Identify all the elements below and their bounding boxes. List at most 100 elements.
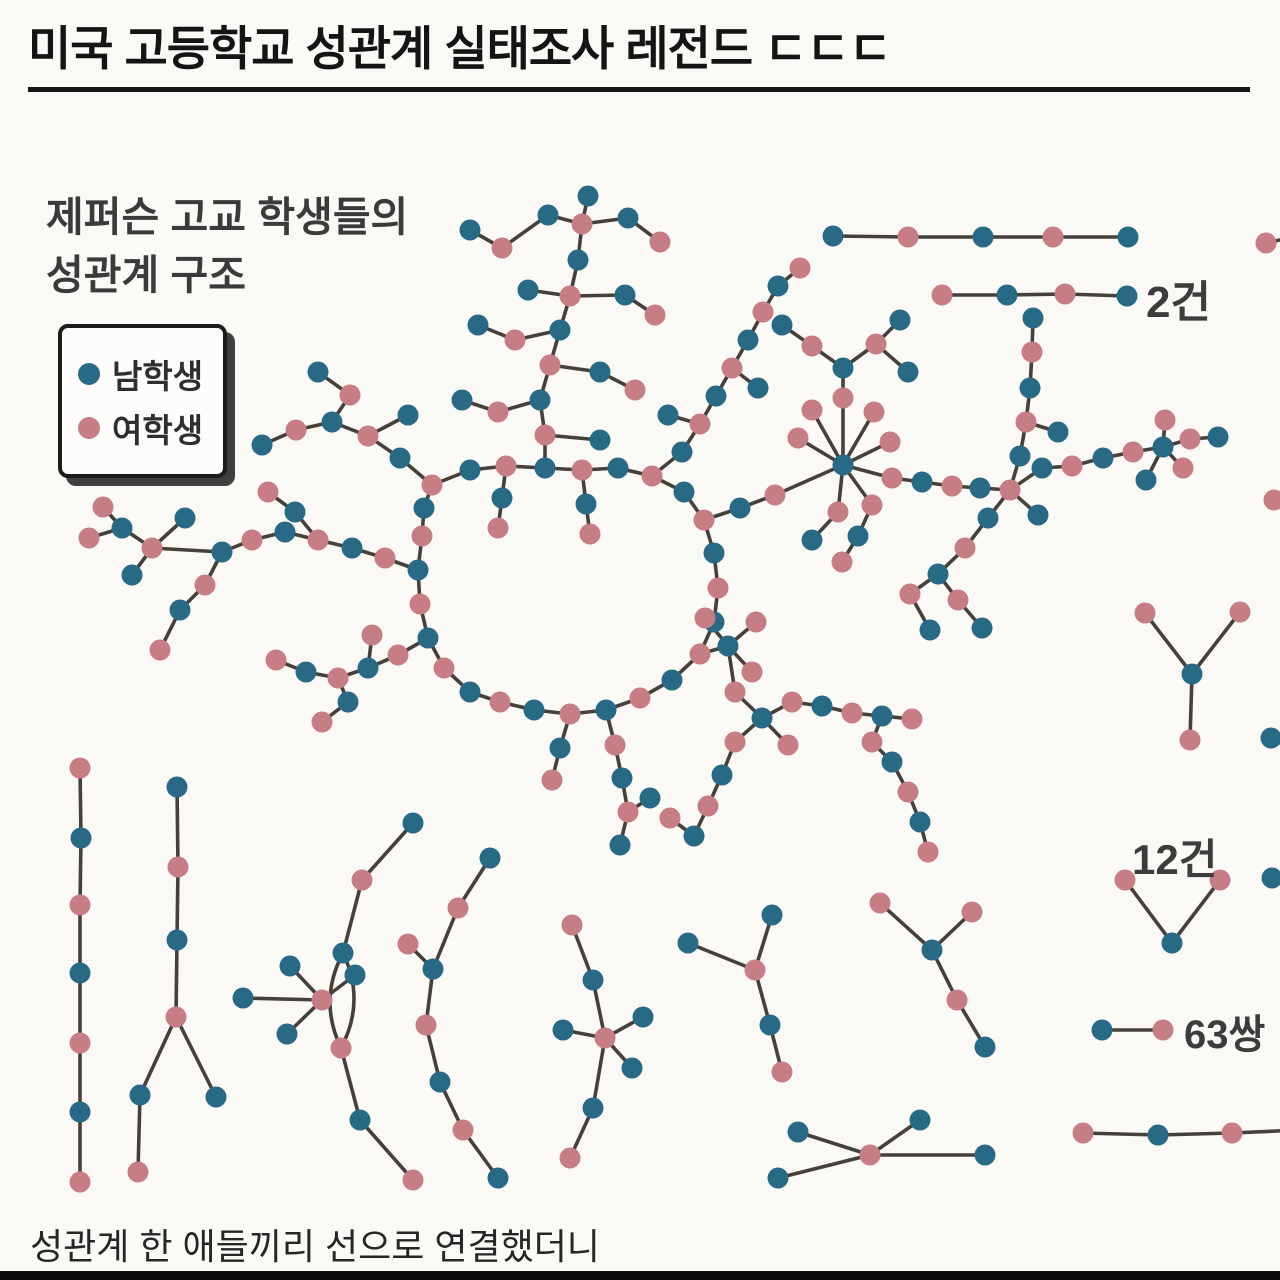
female-student-node: [539, 354, 561, 376]
male-student-node: [1181, 663, 1203, 685]
male-student-node: [337, 691, 359, 713]
relationship-edge: [686, 941, 757, 972]
male-student-node: [582, 969, 604, 991]
male-student-node: [537, 204, 559, 226]
male-student-node: [276, 1023, 298, 1045]
male-student-node: [349, 1109, 371, 1131]
male-student-node: [974, 1144, 996, 1166]
male-student-node: [611, 767, 633, 789]
female-student-node: [265, 649, 287, 671]
female-student-node: [415, 1014, 437, 1036]
male-student-node: [761, 904, 783, 926]
legend-item-male: 남학생: [78, 350, 203, 398]
subtitle-line-1: 제퍼슨 고교 학생들의: [46, 194, 409, 240]
male-student-node: [459, 681, 481, 703]
relationship-edge: [150, 546, 224, 554]
relationship-edge: [1230, 1129, 1280, 1135]
male-student-node: [673, 481, 695, 503]
female-student-node: [1172, 457, 1194, 479]
female-student-node: [1061, 455, 1083, 477]
male-student-node: [767, 1167, 789, 1189]
relationship-edge: [591, 1036, 607, 1110]
male-student-node: [251, 434, 273, 456]
female-student-node: [1152, 1019, 1174, 1041]
male-student-node: [787, 1121, 809, 1143]
male-student-node: [479, 847, 501, 869]
male-student-node: [847, 525, 869, 547]
female-student-node: [452, 1119, 474, 1141]
male-student-node: [1116, 285, 1138, 307]
relationship-edge: [174, 1015, 218, 1099]
female-student-node: [689, 643, 711, 665]
female-student-node: [559, 1147, 581, 1169]
male-student-node: [771, 314, 793, 336]
male-student-node: [467, 314, 489, 336]
male-student-node: [767, 275, 789, 297]
male-dot-icon: [78, 363, 100, 385]
relationship-edge: [431, 906, 460, 971]
female-student-node: [330, 1037, 352, 1059]
female-student-node: [1021, 341, 1043, 363]
male-student-node: [549, 737, 571, 759]
female-student-node: [1263, 489, 1280, 511]
female-student-node: [724, 731, 746, 753]
male-student-node: [1027, 504, 1049, 526]
female-student-node: [707, 577, 729, 599]
relationship-edge: [1188, 672, 1194, 742]
male-student-node: [1092, 447, 1114, 469]
male-student-node: [70, 827, 92, 849]
female-student-node: [339, 384, 361, 406]
male-student-node: [174, 507, 196, 529]
male-student-node: [909, 1109, 931, 1131]
female-student-node: [402, 1169, 424, 1191]
female-student-node: [1072, 1122, 1094, 1144]
male-student-node: [232, 987, 254, 1009]
male-student-node: [609, 834, 631, 856]
male-student-node: [977, 507, 999, 529]
annotation-12-cases: 12건: [1132, 836, 1218, 883]
female-dot-icon: [78, 417, 100, 439]
female-student-node: [241, 529, 263, 551]
female-student-node: [307, 529, 329, 551]
male-student-node: [1047, 421, 1069, 443]
female-student-node: [897, 226, 919, 248]
relationship-edge: [1170, 878, 1222, 945]
male-student-node: [357, 657, 379, 679]
female-student-node: [491, 237, 513, 259]
female-student-node: [559, 703, 581, 725]
female-student-node: [1114, 869, 1136, 891]
male-student-node: [595, 699, 617, 721]
relationship-edge: [358, 1118, 415, 1182]
male-student-node: [534, 457, 556, 479]
female-student-node: [1015, 411, 1037, 433]
female-student-node: [881, 467, 903, 489]
female-student-node: [327, 667, 349, 689]
male-student-node: [927, 563, 949, 585]
male-student-node: [832, 454, 854, 476]
female-student-node: [961, 901, 983, 923]
female-student-node: [946, 989, 968, 1011]
male-student-node: [413, 497, 435, 519]
female-student-node: [534, 424, 556, 446]
male-student-node: [811, 695, 833, 717]
female-student-node: [1255, 232, 1277, 254]
female-student-node: [741, 661, 763, 683]
female-student-node: [1122, 441, 1144, 463]
male-student-node: [632, 1006, 654, 1028]
male-student-node: [397, 404, 419, 426]
female-student-node: [541, 769, 563, 791]
female-student-node: [789, 257, 811, 279]
female-student-node: [899, 583, 921, 605]
male-student-node: [1091, 1019, 1113, 1041]
female-student-node: [917, 841, 939, 863]
female-student-node: [311, 711, 333, 733]
female-student-node: [387, 644, 409, 666]
female-student-node: [649, 231, 671, 253]
female-student-node: [827, 501, 849, 523]
male-student-node: [111, 517, 133, 539]
female-student-node: [504, 329, 526, 351]
female-student-node: [1221, 1122, 1243, 1144]
relationship-edge: [339, 1046, 362, 1122]
male-student-node: [1022, 307, 1044, 329]
